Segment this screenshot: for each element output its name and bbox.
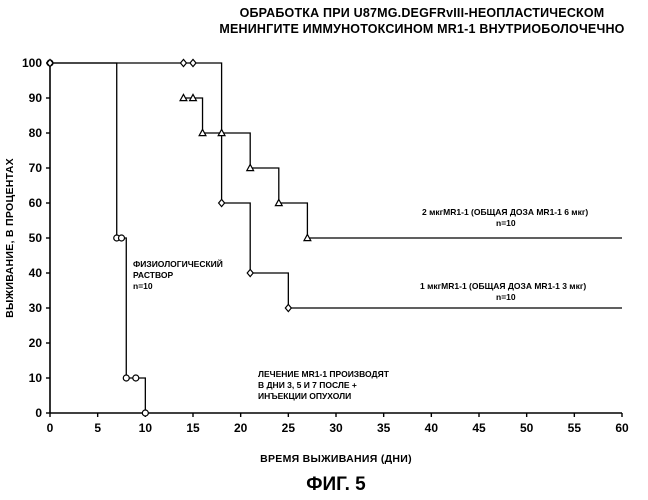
x-tick-label: 45 xyxy=(472,421,486,435)
y-tick-label: 90 xyxy=(29,91,43,105)
annotation-saline-line-3: n=10 xyxy=(133,281,153,291)
annotation-saline-line-2: РАСТВОР xyxy=(133,270,174,280)
x-tick-label: 20 xyxy=(234,421,248,435)
survival-curves xyxy=(50,63,622,413)
circle-marker xyxy=(123,375,129,381)
treatment-note-line-3: ИНЪЕКЦИИ ОПУХОЛИ xyxy=(258,391,351,401)
y-tick-label: 80 xyxy=(29,126,43,140)
annotation-dose-1-line-2: n=10 xyxy=(496,292,516,302)
x-tick-label: 40 xyxy=(425,421,439,435)
y-tick-label: 50 xyxy=(29,231,43,245)
diamond-marker xyxy=(247,269,253,276)
annotation-dose-1: 1 мкгMR1-1 (ОБЩАЯ ДОЗА MR1-1 3 мкг) n=10 xyxy=(420,281,586,302)
circle-marker xyxy=(133,375,139,381)
circle-marker xyxy=(119,235,125,241)
treatment-note-line-2: В ДНИ 3, 5 И 7 ПОСЛЕ + xyxy=(258,380,357,390)
y-tick-label: 70 xyxy=(29,161,43,175)
x-tick-label: 5 xyxy=(94,421,101,435)
diamond-marker xyxy=(285,304,291,311)
triangle-marker xyxy=(304,234,311,240)
y-tick-label: 10 xyxy=(29,371,43,385)
chart-title-line-2: МЕНИНГИТЕ ИММУНОТОКСИНОМ MR1-1 ВНУТРИОБО… xyxy=(219,22,624,36)
annotation-dose-2: 2 мкгMR1-1 (ОБЩАЯ ДОЗА MR1-1 6 мкг) n=10 xyxy=(422,207,588,228)
diamond-marker xyxy=(219,199,225,206)
x-tick-label: 25 xyxy=(282,421,296,435)
triangle-marker xyxy=(190,94,197,100)
treatment-note-line-1: ЛЕЧЕНИЕ MR1-1 ПРОИЗВОДЯТ xyxy=(258,369,390,379)
triangle-marker xyxy=(218,129,225,135)
annotation-dose-2-line-1: 2 мкгMR1-1 (ОБЩАЯ ДОЗА MR1-1 6 мкг) xyxy=(422,207,588,217)
y-tick-label: 40 xyxy=(29,266,43,280)
data-markers xyxy=(47,59,311,416)
annotation-saline: ФИЗИОЛОГИЧЕСКИЙ РАСТВОР n=10 xyxy=(133,258,223,291)
x-tick-label: 35 xyxy=(377,421,391,435)
x-tick-label: 30 xyxy=(329,421,343,435)
chart-title-line-1: ОБРАБОТКА ПРИ U87MG.DEGFRvIII-НЕОПЛАСТИЧ… xyxy=(240,6,605,20)
y-axis-label: ВЫЖИВАНИЕ, В ПРОЦЕНТАХ xyxy=(4,158,16,318)
x-axis-label: ВРЕМЯ ВЫЖИВАНИЯ (ДНИ) xyxy=(260,453,412,465)
y-tick-label: 60 xyxy=(29,196,43,210)
diamond-marker xyxy=(190,59,196,66)
y-tick-label: 0 xyxy=(35,406,42,420)
x-tick-label: 55 xyxy=(568,421,582,435)
annotation-saline-line-1: ФИЗИОЛОГИЧЕСКИЙ xyxy=(133,258,223,269)
triangle-marker xyxy=(199,129,206,135)
diamond-marker xyxy=(180,59,186,66)
annotation-dose-2-line-2: n=10 xyxy=(496,218,516,228)
y-tick-label: 100 xyxy=(22,56,42,70)
survival-curve-circle xyxy=(50,63,145,413)
treatment-note: ЛЕЧЕНИЕ MR1-1 ПРОИЗВОДЯТ В ДНИ 3, 5 И 7 … xyxy=(258,369,390,401)
x-tick-label: 60 xyxy=(615,421,629,435)
x-tick-label: 15 xyxy=(186,421,200,435)
triangle-marker xyxy=(180,94,187,100)
triangle-marker xyxy=(275,199,282,205)
y-tick-label: 30 xyxy=(29,301,43,315)
x-tick-label: 10 xyxy=(139,421,153,435)
x-tick-label: 50 xyxy=(520,421,534,435)
x-tick-label: 0 xyxy=(47,421,54,435)
annotation-dose-1-line-1: 1 мкгMR1-1 (ОБЩАЯ ДОЗА MR1-1 3 мкг) xyxy=(420,281,586,291)
circle-marker xyxy=(142,410,148,416)
triangle-marker xyxy=(247,164,254,170)
figure-label: ФИГ. 5 xyxy=(306,474,366,495)
y-tick-label: 20 xyxy=(29,336,43,350)
